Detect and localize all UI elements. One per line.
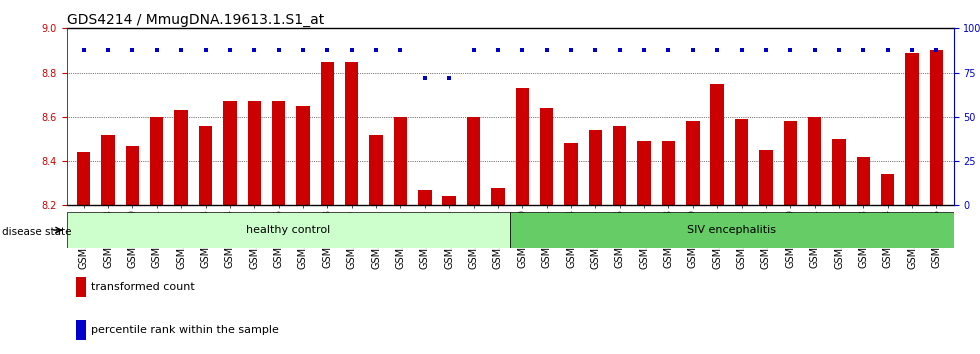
- Bar: [125, 145, 139, 205]
- Bar: [443, 196, 456, 205]
- Bar: [589, 130, 602, 205]
- Bar: [296, 106, 310, 205]
- Bar: [906, 53, 919, 205]
- Bar: [511, 212, 954, 248]
- Text: percentile rank within the sample: percentile rank within the sample: [91, 325, 279, 335]
- Bar: [271, 101, 285, 205]
- Bar: [881, 174, 895, 205]
- Bar: [857, 156, 870, 205]
- Text: healthy control: healthy control: [246, 225, 330, 235]
- Bar: [466, 117, 480, 205]
- Bar: [394, 117, 407, 205]
- Bar: [418, 190, 431, 205]
- Bar: [320, 62, 334, 205]
- Bar: [832, 139, 846, 205]
- Bar: [75, 277, 86, 297]
- Bar: [199, 126, 213, 205]
- Bar: [67, 212, 511, 248]
- Bar: [491, 188, 505, 205]
- Bar: [515, 88, 529, 205]
- Bar: [248, 101, 261, 205]
- Text: disease state: disease state: [2, 227, 72, 237]
- Bar: [686, 121, 700, 205]
- Bar: [637, 141, 651, 205]
- Bar: [150, 117, 164, 205]
- Bar: [75, 320, 86, 340]
- Bar: [808, 117, 821, 205]
- Bar: [77, 152, 90, 205]
- Text: transformed count: transformed count: [91, 282, 195, 292]
- Text: SIV encephalitis: SIV encephalitis: [687, 225, 776, 235]
- Bar: [223, 101, 236, 205]
- Bar: [784, 121, 797, 205]
- Bar: [760, 150, 772, 205]
- Bar: [174, 110, 188, 205]
- Bar: [540, 108, 554, 205]
- Bar: [613, 126, 626, 205]
- Bar: [345, 62, 359, 205]
- Bar: [101, 135, 115, 205]
- Bar: [369, 135, 383, 205]
- Bar: [735, 119, 749, 205]
- Bar: [564, 143, 577, 205]
- Text: GDS4214 / MmugDNA.19613.1.S1_at: GDS4214 / MmugDNA.19613.1.S1_at: [67, 13, 323, 27]
- Bar: [662, 141, 675, 205]
- Bar: [930, 50, 943, 205]
- Bar: [710, 84, 724, 205]
